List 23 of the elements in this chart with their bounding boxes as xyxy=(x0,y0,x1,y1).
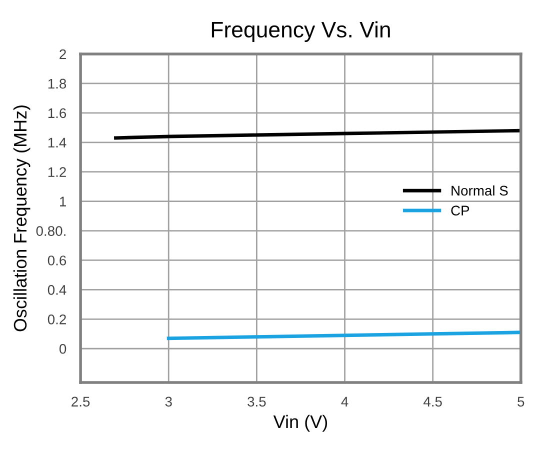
x-axis-title: Vin (V) xyxy=(273,414,328,432)
legend-label: Normal S xyxy=(452,185,508,196)
y-tick-label: 0.2 xyxy=(48,314,66,324)
legend-label: CP xyxy=(451,206,470,216)
y-tick-label: 0.4 xyxy=(48,285,66,295)
y-tick-label: 1 xyxy=(60,196,66,206)
x-tick-label: 5 xyxy=(518,396,524,407)
y-tick-label: 0.80. xyxy=(36,226,66,236)
x-tick-label: 3.5 xyxy=(248,396,266,407)
x-tick-label: 4.5 xyxy=(423,396,442,407)
y-tick-label: 1.4 xyxy=(48,138,66,148)
y-tick-label: 1.8 xyxy=(48,78,66,89)
y-tick-label: 1.2 xyxy=(48,167,66,177)
x-tick-label: 2.5 xyxy=(72,396,90,407)
y-axis-title: Oscillation Frequency (MHz) xyxy=(13,105,30,332)
chart-title: Frequency Vs. Vin xyxy=(212,21,390,42)
y-tick-label: 0.6 xyxy=(48,256,66,266)
y-tick-label: 2 xyxy=(60,49,66,60)
y-tick-label: 0 xyxy=(59,344,66,354)
x-tick-label: 3 xyxy=(165,396,172,407)
x-tick-label: 4 xyxy=(341,396,348,406)
line-series xyxy=(114,128,521,140)
y-tick-label: 1.6 xyxy=(48,108,66,118)
